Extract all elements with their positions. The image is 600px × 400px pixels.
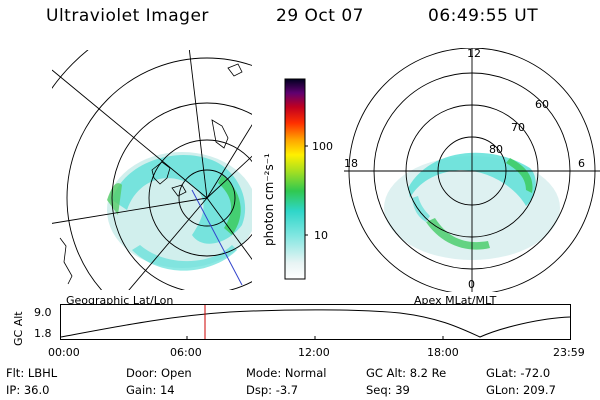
altitude-xtick-1200: 12:00 bbox=[298, 346, 330, 359]
info-ip-key: IP: bbox=[6, 383, 21, 397]
info-glon-value: 209.7 bbox=[522, 383, 556, 397]
info-dsp: Dsp: -3.7 bbox=[246, 383, 298, 397]
mlt-label-18: 18 bbox=[344, 157, 358, 170]
altitude-ytick-high: 9.0 bbox=[34, 306, 52, 319]
lat-label-70: 70 bbox=[511, 121, 525, 134]
mlt-label-6: 6 bbox=[578, 157, 585, 170]
geographic-map bbox=[52, 50, 252, 290]
info-glat-value: -72.0 bbox=[520, 366, 551, 380]
altitude-xtick-0600: 06:00 bbox=[170, 346, 202, 359]
mlt-label-12: 12 bbox=[467, 47, 481, 60]
info-glat: GLat: -72.0 bbox=[486, 366, 550, 380]
info-ip-value: 36.0 bbox=[23, 383, 50, 397]
date-label: 29 Oct 07 bbox=[276, 6, 364, 26]
info-mode-key: Mode: bbox=[246, 366, 282, 380]
colorbar-unit-label: photon cm⁻²s⁻¹ bbox=[262, 153, 276, 246]
info-door-value: Open bbox=[160, 366, 192, 380]
colorbar bbox=[284, 78, 308, 280]
info-dsp-value: -3.7 bbox=[275, 383, 299, 397]
lat-label-80: 80 bbox=[489, 143, 503, 156]
instrument-title: Ultraviolet Imager bbox=[46, 6, 209, 26]
altitude-xtick-2359: 23:59 bbox=[553, 346, 585, 359]
info-seq-key: Seq: bbox=[366, 383, 392, 397]
mlt-label-0: 0 bbox=[468, 278, 475, 291]
info-flt: Flt: LBHL bbox=[6, 366, 57, 380]
info-mode-value: Normal bbox=[284, 366, 327, 380]
info-dsp-key: Dsp: bbox=[246, 383, 273, 397]
info-glon-key: GLon: bbox=[486, 383, 520, 397]
info-flt-value: LBHL bbox=[27, 366, 58, 380]
lat-label-60: 60 bbox=[535, 98, 549, 111]
info-flt-key: Flt: bbox=[6, 366, 25, 380]
altitude-plot bbox=[60, 304, 571, 340]
info-gain-value: 14 bbox=[159, 383, 175, 397]
time-label: 06:49:55 UT bbox=[428, 6, 539, 26]
info-glon: GLon: 209.7 bbox=[486, 383, 556, 397]
info-ip: IP: 36.0 bbox=[6, 383, 49, 397]
info-gain-key: Gain: bbox=[126, 383, 157, 397]
colorbar-tick-100: 100 bbox=[312, 140, 333, 153]
info-gc-alt-value: 8.2 Re bbox=[409, 366, 447, 380]
info-gc-alt-key: GC Alt: bbox=[366, 366, 407, 380]
info-seq-value: 39 bbox=[395, 383, 410, 397]
altitude-ytick-low: 1.8 bbox=[34, 327, 52, 340]
info-door: Door: Open bbox=[126, 366, 192, 380]
altitude-xtick-0000: 00:00 bbox=[48, 346, 80, 359]
info-mode: Mode: Normal bbox=[246, 366, 326, 380]
info-seq: Seq: 39 bbox=[366, 383, 410, 397]
geo-panel-label: Geographic Lat/Lon bbox=[66, 294, 174, 307]
info-gc-alt: GC Alt: 8.2 Re bbox=[366, 366, 446, 380]
polar-plot bbox=[344, 48, 600, 292]
info-gain: Gain: 14 bbox=[126, 383, 175, 397]
info-glat-key: GLat: bbox=[486, 366, 517, 380]
polar-panel-label: Apex MLat/MLT bbox=[414, 294, 497, 307]
colorbar-tick-10: 10 bbox=[314, 229, 328, 242]
altitude-xtick-1800: 18:00 bbox=[427, 346, 459, 359]
info-door-key: Door: bbox=[126, 366, 158, 380]
altitude-ylabel: GC Alt bbox=[12, 311, 25, 346]
